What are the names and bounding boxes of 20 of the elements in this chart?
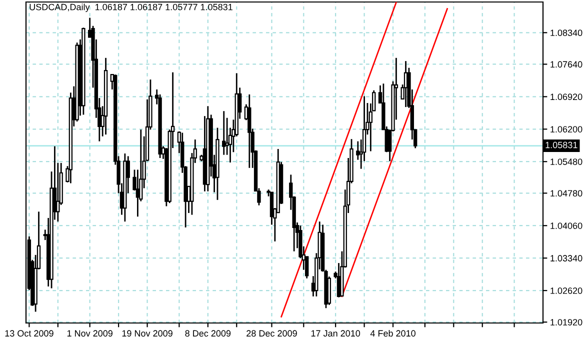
x-tick-label: 13 Oct 2009 — [5, 330, 54, 337]
x-tick-label: 4 Feb 2010 — [370, 330, 416, 337]
y-tick-label: 1.02620 — [550, 288, 582, 294]
x-tick-label: 19 Nov 2009 — [122, 330, 172, 337]
y-tick-label: 1.06200 — [550, 126, 582, 132]
x-tick-label: 17 Jan 2010 — [311, 330, 360, 337]
y-tick-label: 1.08340 — [550, 30, 582, 36]
y-tick-label: 1.07640 — [550, 61, 582, 68]
x-tick-label: 28 Dec 2009 — [246, 330, 297, 337]
y-tick-label: 1.03340 — [550, 255, 582, 262]
candlestick — [222, 110, 226, 156]
ref-line-label: 1.05831 — [546, 142, 578, 148]
y-tick-label: 1.05480 — [550, 158, 582, 165]
y-tick-label: 1.04780 — [550, 190, 582, 197]
chart-title: USDCAD,Daily 1.06187 1.06187 1.05777 1.05831 — [30, 4, 232, 12]
x-tick-label: 8 Dec 2009 — [185, 330, 231, 337]
y-tick-label: 1.06920 — [550, 94, 582, 100]
x-tick-label: 1 Nov 2009 — [67, 330, 112, 337]
y-tick-label: 1.04060 — [550, 222, 582, 229]
y-tick-label: 1.01920 — [550, 319, 582, 326]
